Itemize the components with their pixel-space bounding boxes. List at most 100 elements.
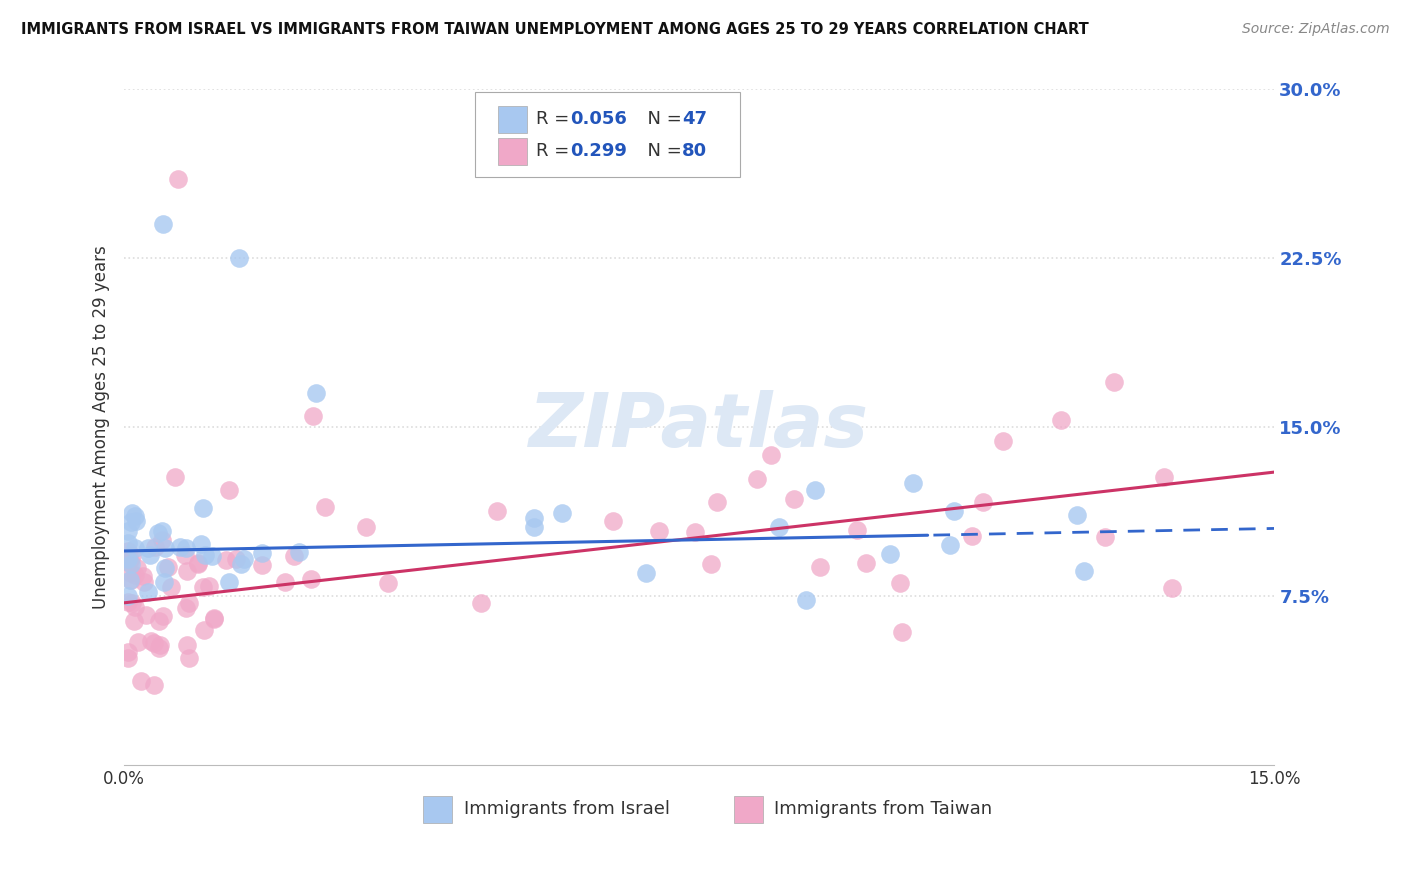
Point xyxy=(962,529,984,543)
Point xyxy=(889,576,911,591)
Point xyxy=(225,552,247,566)
Text: N =: N = xyxy=(636,111,688,128)
Point xyxy=(939,538,962,552)
Point xyxy=(1161,581,1184,595)
Y-axis label: Unemployment Among Ages 25 to 29 years: Unemployment Among Ages 25 to 29 years xyxy=(93,245,110,609)
Point xyxy=(1153,469,1175,483)
Point xyxy=(117,645,139,659)
Point xyxy=(143,678,166,692)
Point xyxy=(377,575,399,590)
Point xyxy=(124,541,146,556)
Point xyxy=(153,541,176,556)
Point xyxy=(135,608,157,623)
Point xyxy=(1073,564,1095,578)
Text: R =: R = xyxy=(536,142,575,160)
Point xyxy=(302,409,325,424)
Point xyxy=(879,547,901,561)
Point xyxy=(287,545,309,559)
Point xyxy=(117,524,139,538)
Point xyxy=(124,614,146,628)
Point xyxy=(120,566,142,581)
Point xyxy=(124,568,146,582)
Text: Immigrants from Taiwan: Immigrants from Taiwan xyxy=(775,800,993,818)
Point xyxy=(187,557,209,571)
Point xyxy=(991,434,1014,448)
Point xyxy=(1094,530,1116,544)
Point xyxy=(136,541,159,555)
Point xyxy=(232,552,254,566)
Text: 47: 47 xyxy=(682,111,707,128)
Point xyxy=(169,540,191,554)
Point xyxy=(179,596,201,610)
Point xyxy=(153,575,176,590)
Point xyxy=(218,483,240,497)
Point xyxy=(143,541,166,555)
Point xyxy=(354,520,377,534)
Point xyxy=(125,561,148,575)
Text: IMMIGRANTS FROM ISRAEL VS IMMIGRANTS FROM TAIWAN UNEMPLOYMENT AMONG AGES 25 TO 2: IMMIGRANTS FROM ISRAEL VS IMMIGRANTS FRO… xyxy=(21,22,1088,37)
Point xyxy=(117,650,139,665)
Point xyxy=(120,574,142,588)
Point xyxy=(155,560,177,574)
Point xyxy=(174,548,197,562)
Point xyxy=(229,558,252,572)
Point xyxy=(890,624,912,639)
Point xyxy=(121,515,143,529)
Point xyxy=(846,523,869,537)
Point xyxy=(200,549,222,563)
Text: Immigrants from Israel: Immigrants from Israel xyxy=(464,800,669,818)
Point xyxy=(134,574,156,589)
Point xyxy=(121,549,143,564)
Point xyxy=(127,635,149,649)
Point xyxy=(551,507,574,521)
Point xyxy=(972,495,994,509)
FancyBboxPatch shape xyxy=(475,92,740,177)
Point xyxy=(683,524,706,539)
Point xyxy=(176,638,198,652)
Point xyxy=(273,575,295,590)
Point xyxy=(152,217,174,231)
Point xyxy=(117,555,139,569)
Point xyxy=(768,520,790,534)
Point xyxy=(305,386,328,401)
Point xyxy=(299,572,322,586)
Point xyxy=(121,596,143,610)
Point xyxy=(523,520,546,534)
Point xyxy=(202,610,225,624)
Point xyxy=(176,564,198,578)
Point xyxy=(855,557,877,571)
Point xyxy=(1049,412,1071,426)
Point xyxy=(747,472,769,486)
Point xyxy=(124,508,146,523)
Point xyxy=(118,573,141,587)
Point xyxy=(179,651,201,665)
Point xyxy=(783,491,806,506)
Point xyxy=(250,558,273,572)
Point xyxy=(124,600,146,615)
Point xyxy=(486,504,509,518)
Point xyxy=(148,614,170,628)
FancyBboxPatch shape xyxy=(734,796,762,822)
Text: Source: ZipAtlas.com: Source: ZipAtlas.com xyxy=(1241,22,1389,37)
Point xyxy=(794,593,817,607)
Point xyxy=(157,560,180,574)
Point xyxy=(150,524,173,538)
Point xyxy=(228,251,250,265)
Point xyxy=(132,568,155,582)
Point xyxy=(165,470,187,484)
Point xyxy=(193,548,215,562)
Point xyxy=(215,553,238,567)
FancyBboxPatch shape xyxy=(498,106,527,133)
Point xyxy=(1102,376,1125,390)
Point xyxy=(120,557,142,571)
Point xyxy=(117,595,139,609)
Point xyxy=(139,548,162,562)
Point xyxy=(160,580,183,594)
Point xyxy=(149,638,172,652)
Point xyxy=(136,585,159,599)
Point xyxy=(470,596,492,610)
Point xyxy=(148,640,170,655)
Point xyxy=(523,511,546,525)
Point xyxy=(121,506,143,520)
Point xyxy=(1066,508,1088,523)
